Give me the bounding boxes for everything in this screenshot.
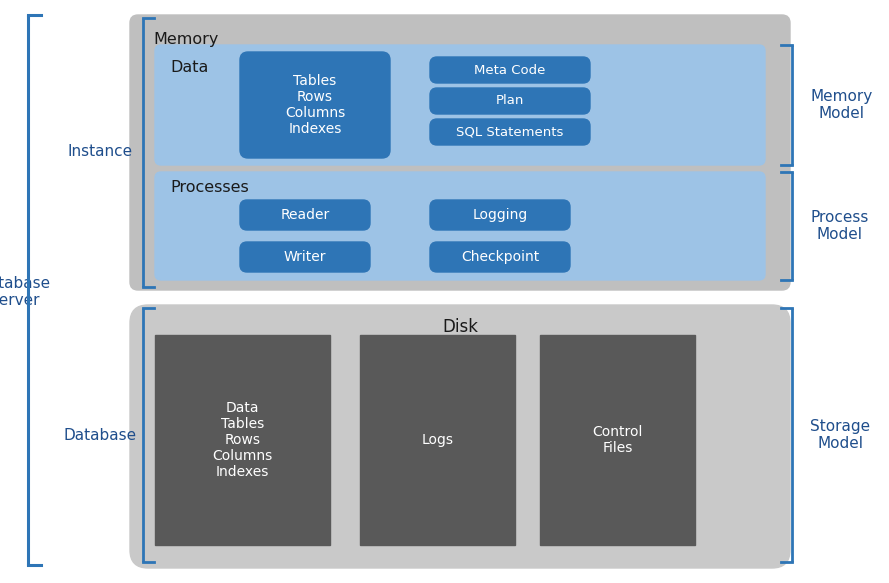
Text: Database
Server: Database Server	[0, 276, 51, 308]
Text: Logs: Logs	[421, 433, 453, 447]
Text: Data: Data	[170, 60, 208, 75]
Text: Writer: Writer	[284, 250, 326, 264]
FancyBboxPatch shape	[155, 172, 765, 280]
Bar	[540, 335, 695, 545]
Text: Reader: Reader	[280, 208, 330, 222]
Text: Process
Model: Process Model	[810, 210, 869, 242]
FancyBboxPatch shape	[430, 242, 570, 272]
FancyBboxPatch shape	[430, 57, 590, 83]
FancyBboxPatch shape	[155, 45, 765, 165]
Text: Tables
Rows
Columns
Indexes: Tables Rows Columns Indexes	[284, 73, 345, 136]
Text: Logging: Logging	[472, 208, 528, 222]
FancyBboxPatch shape	[430, 88, 590, 114]
Text: Plan: Plan	[496, 94, 525, 107]
FancyBboxPatch shape	[430, 119, 590, 145]
Text: Memory
Model: Memory Model	[810, 89, 872, 121]
Bar	[360, 335, 515, 545]
Text: Data
Tables
Rows
Columns
Indexes: Data Tables Rows Columns Indexes	[212, 401, 273, 479]
Text: Instance: Instance	[68, 145, 132, 160]
Text: Checkpoint: Checkpoint	[461, 250, 539, 264]
Text: Meta Code: Meta Code	[475, 64, 546, 76]
Text: Database: Database	[63, 427, 137, 442]
Text: Control
Files: Control Files	[592, 425, 643, 455]
Text: Processes: Processes	[170, 180, 249, 195]
FancyBboxPatch shape	[130, 15, 790, 290]
FancyBboxPatch shape	[240, 52, 390, 158]
Text: Disk: Disk	[442, 318, 478, 336]
FancyBboxPatch shape	[240, 200, 370, 230]
FancyBboxPatch shape	[240, 242, 370, 272]
Text: Memory: Memory	[153, 32, 219, 47]
FancyBboxPatch shape	[130, 305, 790, 568]
Text: Storage
Model: Storage Model	[810, 419, 870, 451]
FancyBboxPatch shape	[430, 200, 570, 230]
Text: SQL Statements: SQL Statements	[456, 125, 564, 139]
Bar	[155, 335, 330, 545]
